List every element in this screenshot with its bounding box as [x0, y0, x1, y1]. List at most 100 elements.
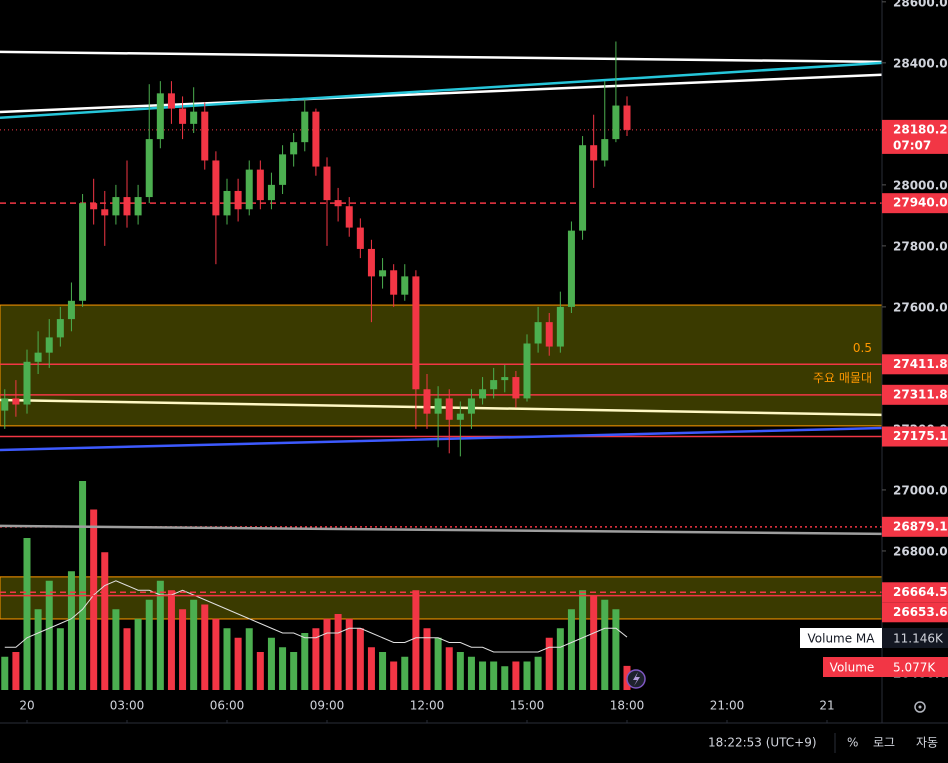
- volume-bar: [390, 661, 398, 690]
- x-tick-label: 03:00: [110, 699, 145, 713]
- candle-body: [312, 111, 320, 167]
- candle-body: [267, 184, 275, 201]
- volume-bar: [245, 628, 253, 690]
- candle-body: [623, 105, 631, 130]
- candle-body: [601, 139, 609, 161]
- candle-body: [145, 139, 153, 198]
- candle-body: [179, 108, 187, 124]
- candle-body: [34, 352, 42, 362]
- volume-bar: [45, 580, 53, 690]
- volume-bar: [212, 618, 220, 690]
- price-label: 26879.1: [893, 519, 948, 533]
- volume-bar: [590, 595, 598, 690]
- log-toggle[interactable]: 로그: [873, 736, 895, 750]
- volume-value: 5.077K: [893, 661, 936, 675]
- volume-bar: [90, 509, 98, 690]
- price-label-box: [882, 354, 948, 375]
- volume-ma-value: 11.146K: [893, 632, 944, 646]
- volume-bar: [579, 590, 587, 690]
- candle-body: [156, 93, 164, 140]
- volume-bar: [79, 481, 87, 690]
- candle-body: [23, 361, 31, 405]
- volume-bar: [123, 628, 131, 690]
- candle-body: [67, 300, 75, 320]
- candle-body: [456, 413, 464, 420]
- volume-bar: [167, 590, 175, 690]
- y-tick-label: 28400.0: [893, 56, 948, 70]
- candle-body: [279, 154, 287, 185]
- volume-bar: [23, 538, 31, 690]
- candle-body: [245, 169, 253, 210]
- candle-body: [479, 389, 487, 399]
- candle-body: [490, 380, 498, 390]
- candle-body: [234, 190, 242, 210]
- candle-body: [445, 398, 453, 420]
- candle-body: [223, 190, 231, 216]
- trendline: [0, 61, 883, 120]
- percent-toggle[interactable]: %: [847, 736, 858, 750]
- volume-bar: [179, 609, 187, 690]
- volume-bar: [301, 633, 309, 690]
- candle-body: [101, 209, 109, 216]
- volume-bar: [456, 652, 464, 690]
- candle-body: [423, 389, 431, 414]
- candle-body: [190, 111, 198, 124]
- candle-body: [167, 93, 175, 109]
- volume-bar: [201, 604, 209, 690]
- zone-label: 주요 매물대: [813, 371, 872, 385]
- y-tick-label: 27000.0: [893, 483, 948, 497]
- clock: 18:22:53 (UTC+9): [708, 736, 817, 750]
- volume-bar: [434, 637, 442, 690]
- x-tick-label: 15:00: [510, 699, 545, 713]
- volume-bar: [101, 552, 109, 690]
- candle-body: [379, 270, 387, 277]
- candle-body: [12, 398, 20, 405]
- volume-bar: [534, 656, 542, 690]
- candle-body: [334, 200, 342, 207]
- volume-ma-line: [4, 580, 628, 653]
- volume-bar: [379, 652, 387, 690]
- price-label: 27411.8: [893, 357, 948, 371]
- candle-body: [612, 105, 620, 140]
- volume-bar: [279, 647, 287, 690]
- candle-body: [345, 206, 353, 228]
- candle-body: [401, 276, 409, 295]
- auto-toggle[interactable]: 자동: [916, 736, 938, 750]
- price-label: 27940.0: [893, 196, 948, 210]
- volume-ma-legend: Volume MA: [807, 632, 875, 646]
- volume-bar: [445, 647, 453, 690]
- volume-legend: Volume: [830, 661, 875, 675]
- volume-ma-value-box: [882, 628, 948, 648]
- x-tick-label: 09:00: [310, 699, 345, 713]
- candle-body: [45, 337, 53, 353]
- volume-bar: [523, 661, 531, 690]
- price-label: 27175.1: [893, 429, 948, 443]
- candle-body: [201, 111, 209, 161]
- plot-area: 0.5 주요 매물대: [0, 41, 883, 690]
- candle-body: [112, 197, 120, 216]
- volume-bar: [356, 628, 364, 690]
- volume-bar: [567, 609, 575, 690]
- y-tick-label: 28000.0: [893, 178, 948, 192]
- trendline: [0, 73, 883, 114]
- candle-body: [512, 377, 520, 399]
- x-tick-label: 20: [19, 699, 34, 713]
- x-tick-label: 12:00: [410, 699, 445, 713]
- volume-bar: [490, 661, 498, 690]
- candle-body: [523, 343, 531, 399]
- fib-label: 0.5: [853, 341, 872, 355]
- volume-bar: [256, 652, 264, 690]
- volume-ma-legend-box: [800, 628, 882, 648]
- volume-bar: [556, 628, 564, 690]
- volume-bar: [290, 652, 298, 690]
- volume-bar: [112, 609, 120, 690]
- candle-body: [545, 322, 553, 347]
- volume-bar: [479, 661, 487, 690]
- candle-body: [301, 111, 309, 143]
- price-label-box: [882, 602, 948, 623]
- settings-icon[interactable]: [914, 701, 926, 713]
- candle-body: [90, 203, 98, 210]
- candle-body: [567, 230, 575, 307]
- volume-bar: [367, 647, 375, 690]
